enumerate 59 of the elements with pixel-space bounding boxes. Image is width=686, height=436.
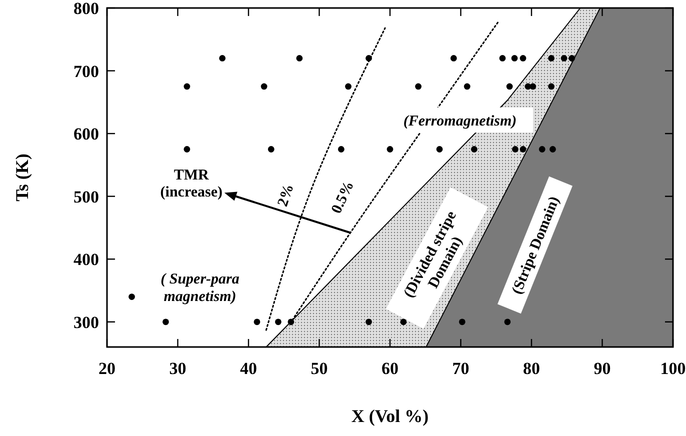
y-tick-label: 700	[74, 62, 99, 81]
point	[504, 318, 511, 326]
y-tick-label: 400	[74, 250, 99, 270]
annotation: 0.5%	[328, 178, 358, 216]
y-tick-label: 300	[74, 312, 99, 332]
point	[254, 318, 260, 326]
point	[162, 318, 169, 326]
point	[436, 146, 443, 152]
point	[275, 318, 282, 326]
point	[415, 83, 422, 90]
point	[268, 146, 274, 152]
point	[345, 83, 352, 90]
x-tick-label: 20	[98, 359, 116, 378]
annotation: 2%	[275, 182, 298, 209]
point	[219, 55, 226, 62]
x-tick-label: 60	[382, 359, 398, 378]
point	[366, 318, 372, 326]
point	[560, 55, 568, 62]
point	[512, 146, 518, 152]
x-tick-label: 40	[240, 359, 257, 378]
point	[288, 318, 294, 326]
point	[548, 83, 555, 90]
point	[538, 146, 546, 152]
x-tick-label: 100	[660, 359, 686, 378]
point	[296, 55, 303, 62]
point	[520, 146, 526, 152]
point	[450, 55, 457, 62]
point	[458, 318, 466, 326]
x-tick-label: 80	[523, 359, 540, 378]
point	[511, 55, 518, 62]
x-tick-label: 90	[594, 359, 611, 378]
y-tick-label: 600	[74, 124, 99, 144]
point	[499, 55, 506, 62]
point	[530, 83, 536, 90]
point	[568, 55, 576, 62]
annotation: (Ferromagnetism)	[403, 113, 517, 130]
point	[506, 83, 513, 90]
annotation: TMR (increase)	[160, 167, 222, 201]
y-tick-label: 800	[74, 0, 99, 18]
x-tick-label: 70	[452, 359, 470, 378]
point	[366, 55, 372, 62]
x-axis-title: X (Vol %)	[351, 406, 429, 426]
point	[184, 83, 190, 90]
point	[550, 146, 556, 152]
point	[128, 294, 135, 300]
point	[338, 146, 344, 152]
x-tick-label: 50	[310, 359, 328, 378]
point	[260, 83, 268, 90]
point	[400, 318, 407, 326]
point	[386, 146, 394, 152]
point	[184, 146, 190, 152]
annotation: ( Super-para magnetism)	[160, 272, 240, 305]
y-tick-label: 500	[74, 187, 99, 206]
point	[548, 55, 555, 62]
point	[470, 146, 478, 152]
y-axis-title: Ts (K)	[12, 154, 32, 202]
point	[520, 55, 526, 62]
point	[464, 83, 470, 90]
x-tick-label: 30	[169, 359, 186, 378]
